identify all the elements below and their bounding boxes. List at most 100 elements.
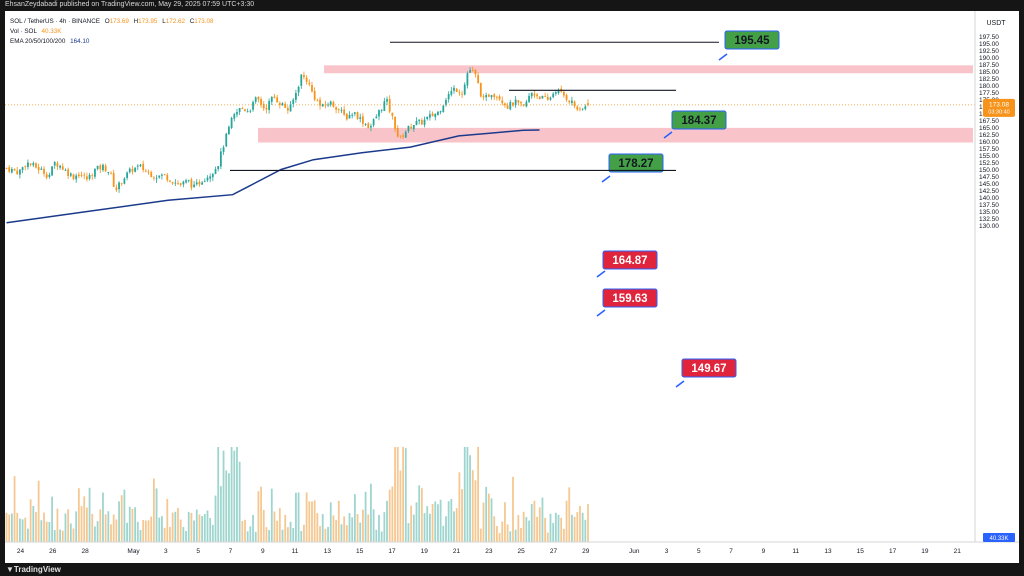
level-label-box[interactable]	[671, 110, 727, 130]
volume-bar	[8, 514, 11, 542]
volume-bar	[509, 531, 512, 542]
publisher-line: EhsanZeydabadi published on TradingView.…	[5, 1, 255, 8]
volume-bar	[447, 501, 450, 542]
price-chart-svg[interactable]: 195.45 184.37 178.27 164.87 159.63 149.67 USD…	[5, 11, 1019, 563]
candle-body	[284, 103, 287, 108]
candle-body	[252, 101, 254, 110]
volume-bar	[144, 520, 147, 542]
volume-bar	[72, 528, 75, 542]
x-tick-label: 5	[196, 548, 200, 555]
candle-body	[297, 86, 300, 93]
level-label-box[interactable]	[608, 153, 664, 173]
volume-bar	[77, 488, 80, 542]
candle-body	[316, 100, 319, 102]
candle-body	[517, 100, 520, 103]
candle-body	[198, 181, 201, 185]
level-pointer	[718, 53, 728, 61]
y-tick-label: 187.50	[979, 62, 999, 69]
volume-bar	[316, 513, 319, 542]
volume-bar	[319, 526, 321, 542]
volume-bar	[471, 470, 474, 542]
volume-bar	[230, 447, 233, 542]
candle-body	[439, 111, 442, 113]
volume-bar	[104, 514, 107, 542]
volume-bar	[142, 519, 145, 542]
x-tick-label: 25	[518, 548, 526, 555]
candle-body	[404, 131, 407, 138]
volume-bar	[67, 509, 70, 542]
level-label-box[interactable]	[724, 30, 780, 50]
volume-bar	[190, 512, 193, 542]
volume-bar	[455, 508, 458, 542]
volume-bar	[378, 514, 380, 542]
volume-bar	[99, 509, 102, 542]
candle-body	[158, 175, 161, 178]
level-label-text: 184.37	[681, 115, 716, 127]
last-price-countdown: 03:30:40	[988, 109, 1009, 115]
candle-body	[469, 70, 471, 73]
volume-bar	[487, 493, 490, 542]
y-tick-label: 137.50	[979, 202, 999, 209]
volume-bar	[546, 532, 549, 542]
candle-body	[195, 182, 198, 185]
volume-bar	[128, 506, 131, 542]
volume-bar	[45, 521, 48, 542]
volume-bar	[311, 501, 313, 542]
volume-bar	[16, 512, 19, 542]
volume-bar	[428, 513, 431, 542]
last-price-badge: 173.08 03:30:40	[983, 98, 1015, 117]
candle-body	[324, 104, 327, 106]
volume-bar	[554, 512, 557, 542]
volume-bar	[415, 502, 418, 542]
candle-body	[391, 112, 394, 116]
time-axis[interactable]	[5, 543, 975, 563]
level-label-box[interactable]	[602, 250, 658, 270]
volume-bar	[562, 528, 565, 542]
volume-bar	[418, 485, 421, 542]
candle-body	[150, 172, 153, 178]
candle-body	[378, 110, 380, 117]
volume-bar	[466, 447, 469, 542]
legend-ohlc-line: SOL / TetherUS · 4h · BINANCE O173.69 H1…	[10, 18, 214, 25]
volume-bar	[402, 447, 404, 542]
candle-body	[490, 95, 493, 98]
candle-body	[372, 119, 375, 126]
volume-bar	[300, 531, 303, 542]
legend-o-label: O	[105, 18, 110, 25]
x-tick-label: 17	[889, 548, 897, 555]
volume-bar	[512, 476, 514, 542]
volume-bar	[450, 498, 453, 542]
volume-bar	[536, 516, 538, 542]
chart-panel[interactable]: 195.45 184.37 178.27 164.87 159.63 149.67 USD…	[5, 11, 1019, 563]
candle-body	[289, 104, 292, 112]
volume-bar	[10, 513, 13, 542]
y-tick-label: 182.50	[979, 76, 999, 83]
candle-body	[576, 106, 579, 110]
volume-bar	[549, 513, 552, 542]
candle-body	[437, 111, 439, 115]
volume-bar	[120, 495, 123, 542]
candle-body	[273, 96, 276, 99]
legend-symbol: SOL / TetherUS · 4h · BINANCE	[10, 18, 100, 25]
volume-bar	[29, 499, 32, 542]
candle-body	[72, 174, 75, 180]
level-label-box[interactable]	[602, 288, 658, 308]
candle-body	[463, 84, 466, 95]
level-label-box[interactable]	[681, 358, 737, 378]
volume-bar	[337, 500, 340, 542]
tradingview-logo: ▼TradingView	[6, 565, 61, 574]
volume-bar	[469, 455, 471, 542]
candle-body	[131, 168, 134, 172]
volume-bar	[305, 492, 308, 542]
candle-body	[394, 116, 396, 129]
volume-bar	[399, 470, 402, 542]
candle-body	[134, 167, 137, 172]
legend-volume-line: Vol · SOL 40.33K	[10, 28, 62, 35]
volume-bar	[485, 486, 488, 542]
volume-bar	[391, 486, 394, 542]
candle-body	[407, 125, 410, 132]
volume-bar	[83, 496, 86, 542]
x-tick-label: 9	[762, 548, 766, 555]
volume-bar	[203, 514, 206, 542]
candle-body	[367, 123, 370, 129]
